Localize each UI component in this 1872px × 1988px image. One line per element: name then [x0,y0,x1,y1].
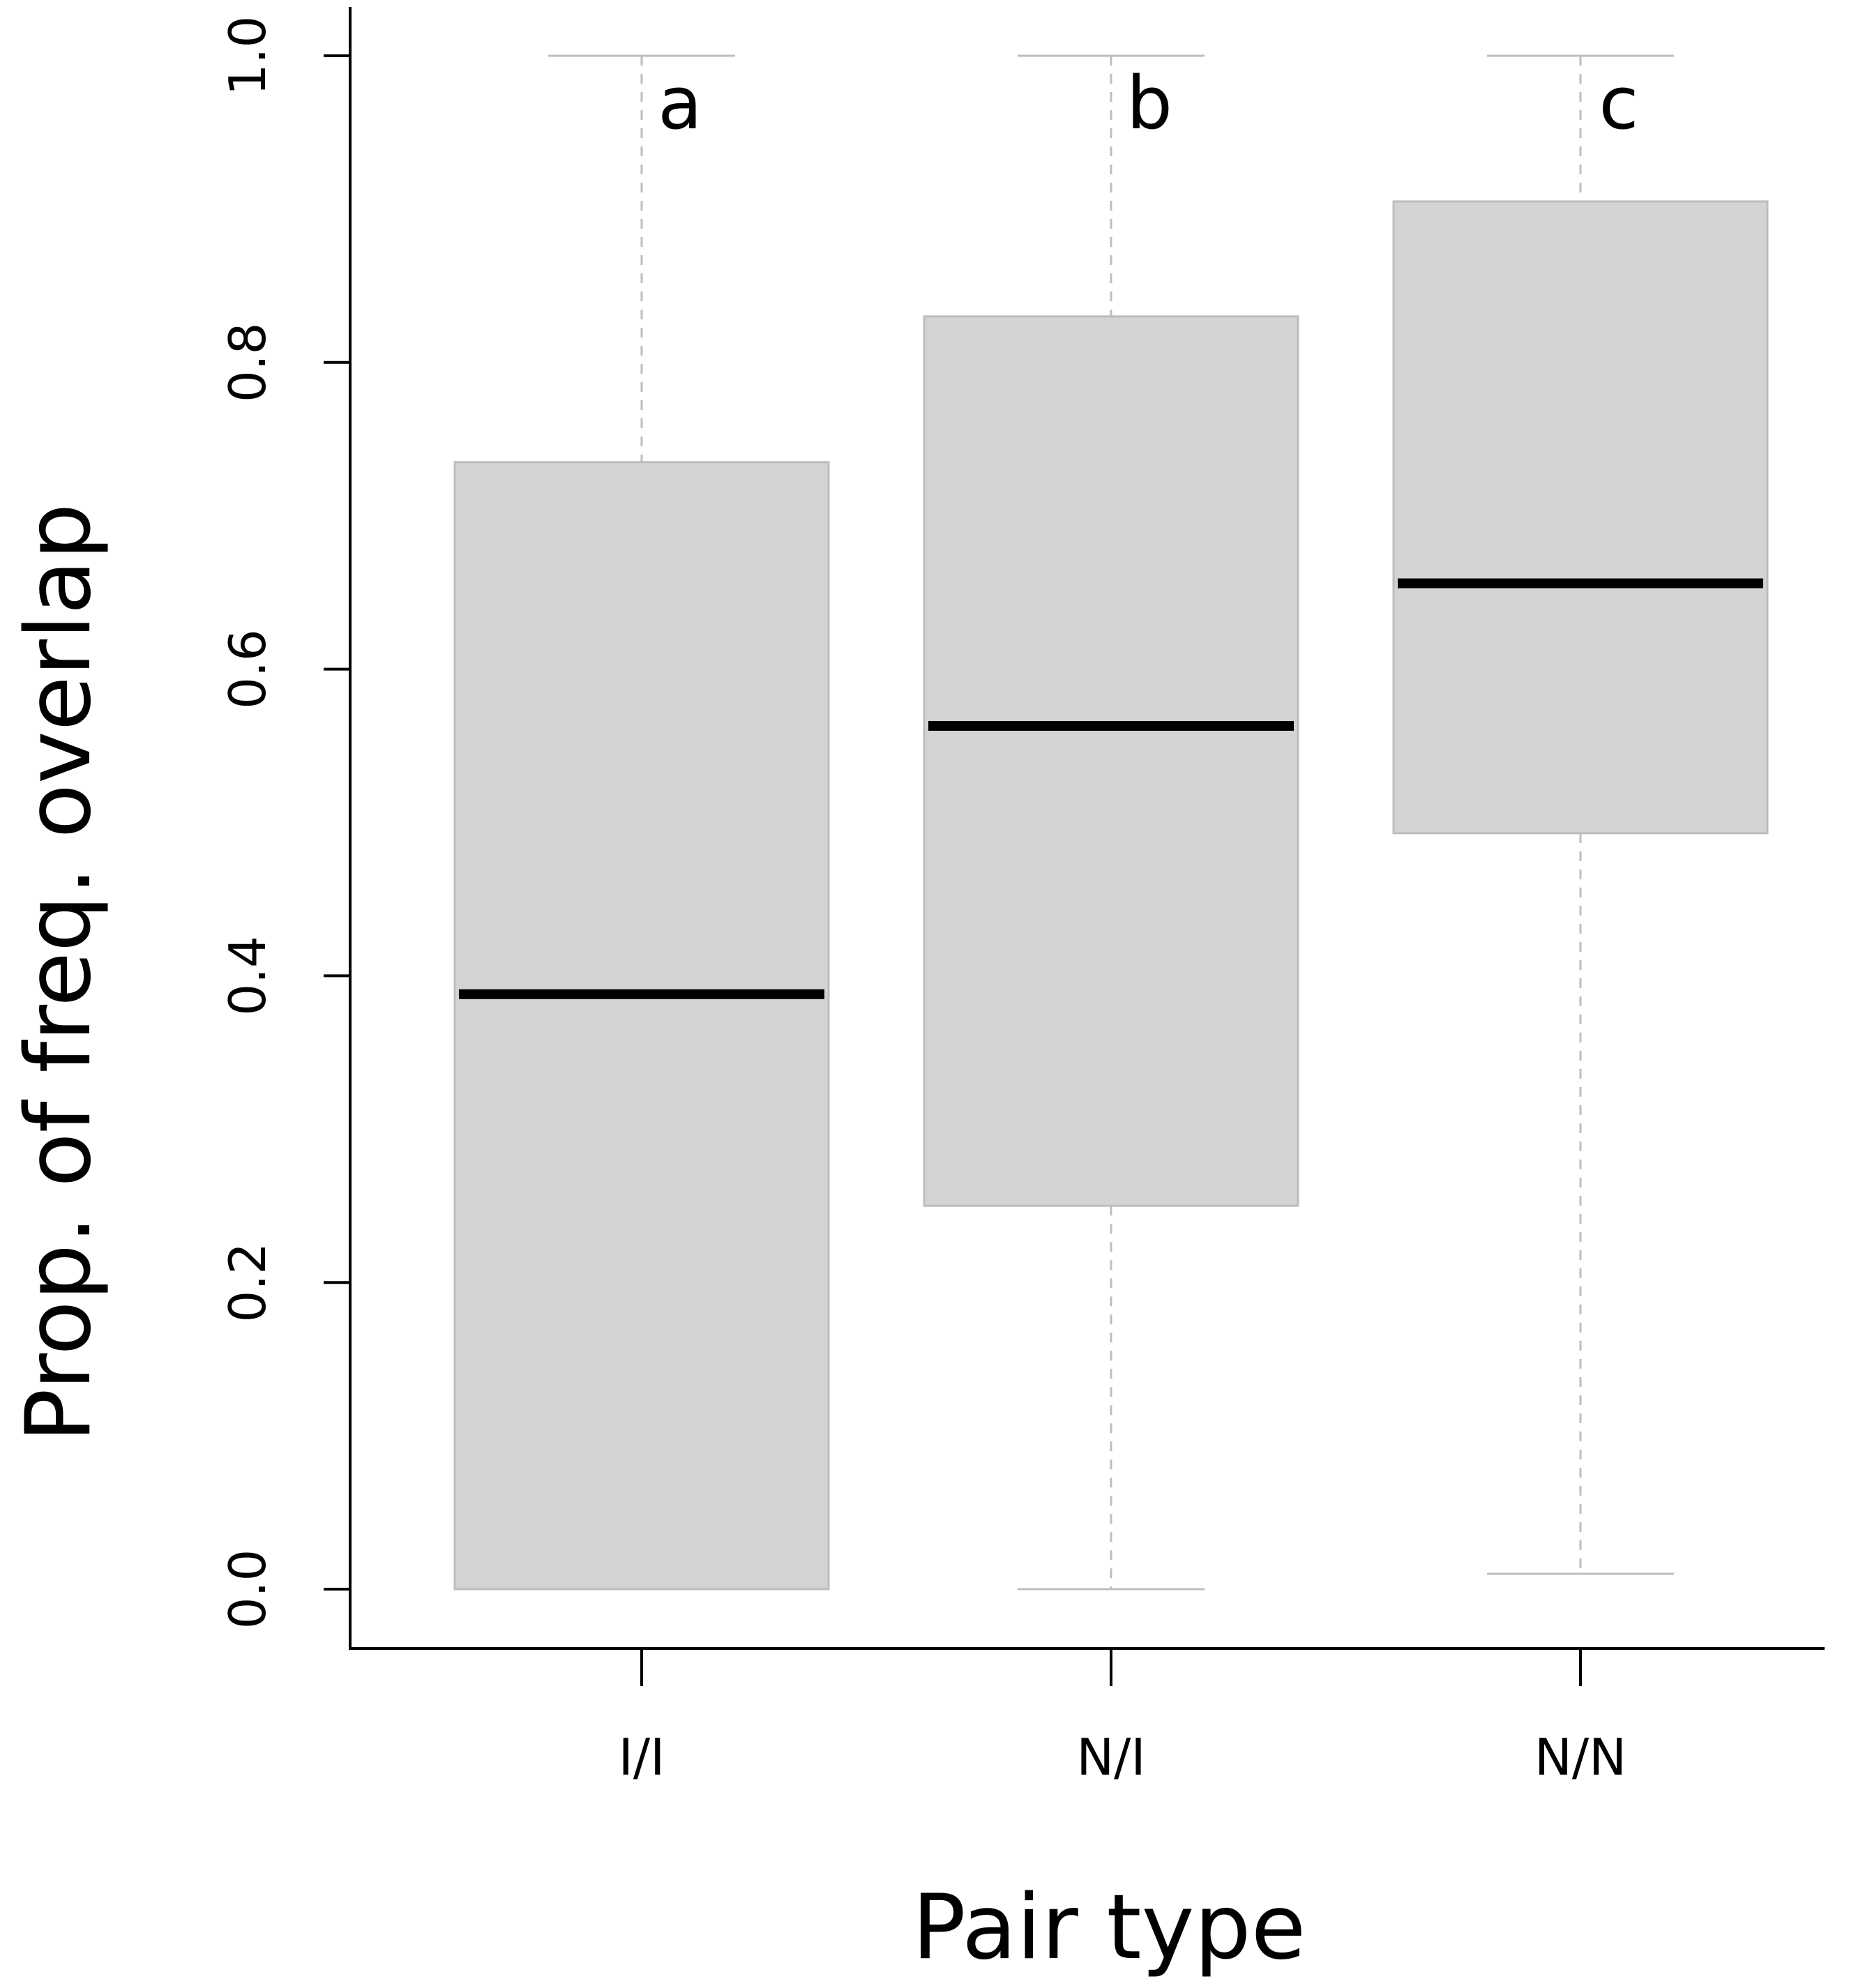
iqr-box [1392,200,1769,835]
x-tick-label: I/I [619,1728,665,1786]
iqr-box [453,461,830,1591]
y-tick-label: 0.0 [218,1549,277,1630]
y-tick-label: 1.0 [218,16,277,96]
boxes-layer: a b c [453,54,1769,1591]
significance-letter: c [1599,61,1638,146]
x-tick-label: N/I [1076,1728,1145,1786]
x-ticks-layer: I/I N/I N/N [619,1648,1626,1786]
y-ticks-layer: 0.0 0.2 0.4 0.6 0.8 1.0 [218,16,350,1630]
box-group-2: c [1392,54,1769,1575]
box-group-1: b [923,54,1299,1591]
iqr-box [923,315,1299,1207]
axes-layer [349,7,1825,1650]
x-tick-label: N/N [1534,1728,1626,1786]
y-tick-label: 0.2 [218,1243,277,1323]
y-tick-label: 0.4 [218,936,277,1016]
box-group-0: a [453,54,830,1591]
x-axis-title: Pair type [912,1876,1306,1980]
y-tick-label: 0.6 [218,629,277,709]
significance-letter: a [658,61,702,146]
significance-letter: b [1126,61,1172,146]
y-tick-label: 0.8 [218,323,277,403]
y-axis-title: Prop. of freq. overlap [7,503,111,1443]
